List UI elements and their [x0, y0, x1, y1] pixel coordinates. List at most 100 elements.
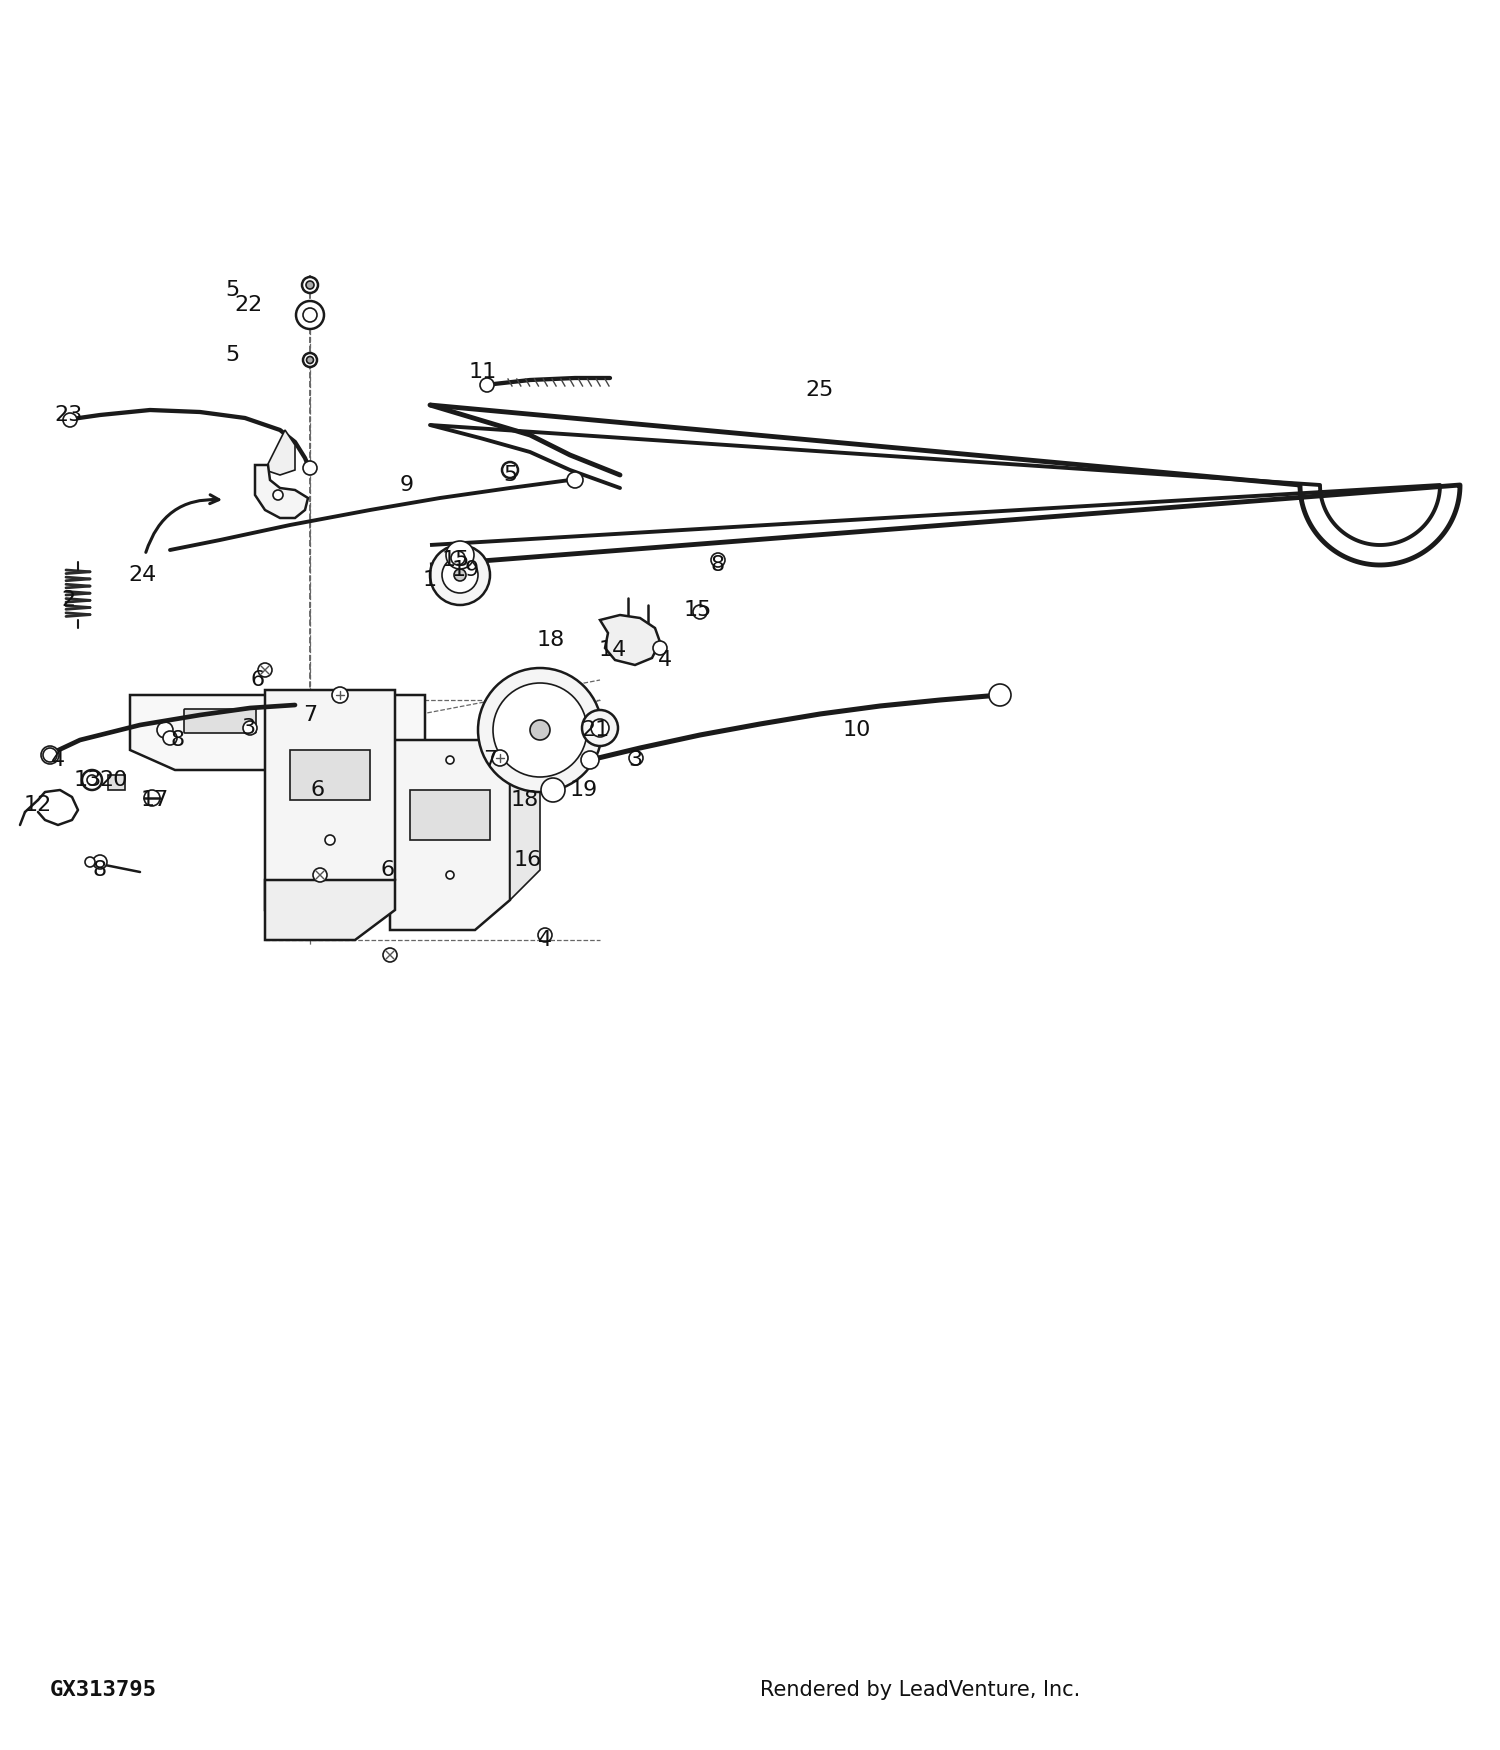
Circle shape: [628, 751, 644, 765]
Text: 4: 4: [538, 929, 552, 950]
Text: 6: 6: [381, 859, 394, 880]
Text: 2: 2: [62, 590, 75, 611]
Polygon shape: [255, 466, 308, 518]
Text: 7: 7: [483, 751, 496, 770]
Circle shape: [494, 682, 586, 777]
Circle shape: [303, 354, 316, 367]
Circle shape: [480, 378, 494, 392]
Text: 5: 5: [225, 280, 238, 299]
Text: 25: 25: [806, 380, 834, 401]
Circle shape: [430, 544, 490, 606]
Circle shape: [306, 282, 314, 289]
Text: 3: 3: [242, 718, 255, 738]
Text: 18: 18: [512, 789, 538, 810]
Circle shape: [988, 684, 1011, 705]
Polygon shape: [410, 789, 491, 840]
Polygon shape: [266, 430, 296, 474]
Text: 17: 17: [141, 789, 170, 810]
Text: 6: 6: [310, 780, 326, 800]
Circle shape: [86, 858, 94, 866]
Circle shape: [87, 775, 98, 786]
Circle shape: [164, 732, 177, 746]
Polygon shape: [390, 740, 510, 929]
Circle shape: [503, 462, 518, 478]
Text: 8: 8: [711, 555, 724, 576]
Text: 15: 15: [442, 550, 470, 570]
Circle shape: [693, 606, 706, 620]
Polygon shape: [290, 751, 370, 800]
Circle shape: [144, 789, 160, 807]
Text: 8: 8: [171, 730, 184, 751]
Circle shape: [452, 551, 465, 565]
Circle shape: [530, 719, 550, 740]
Text: 5: 5: [503, 466, 518, 485]
Circle shape: [446, 541, 474, 569]
Circle shape: [302, 276, 318, 292]
Polygon shape: [266, 880, 394, 940]
Circle shape: [303, 460, 316, 474]
Polygon shape: [130, 695, 424, 770]
Circle shape: [314, 868, 327, 882]
Circle shape: [382, 949, 398, 963]
Circle shape: [652, 640, 668, 654]
Text: 6: 6: [251, 670, 266, 690]
Circle shape: [332, 688, 348, 704]
Circle shape: [273, 490, 284, 500]
Circle shape: [158, 723, 172, 738]
Circle shape: [258, 663, 272, 677]
Text: 21: 21: [582, 719, 610, 740]
Circle shape: [478, 668, 602, 793]
Circle shape: [711, 553, 724, 567]
Text: 16: 16: [514, 850, 541, 870]
Text: 4: 4: [658, 649, 672, 670]
Circle shape: [446, 872, 454, 878]
Circle shape: [63, 413, 76, 427]
Circle shape: [582, 710, 618, 745]
Polygon shape: [600, 614, 660, 665]
Text: 9: 9: [400, 474, 414, 495]
Circle shape: [591, 719, 609, 737]
Text: 3: 3: [628, 751, 642, 770]
Text: 23: 23: [54, 404, 82, 425]
Text: GX313795: GX313795: [50, 1680, 158, 1699]
Circle shape: [492, 751, 508, 766]
Circle shape: [296, 301, 324, 329]
Circle shape: [542, 779, 566, 802]
Circle shape: [446, 756, 454, 765]
Text: 22: 22: [234, 296, 262, 315]
Circle shape: [567, 473, 584, 488]
Circle shape: [442, 556, 478, 593]
Text: Rendered by LeadVenture, Inc.: Rendered by LeadVenture, Inc.: [760, 1680, 1080, 1699]
FancyBboxPatch shape: [184, 709, 256, 733]
Text: 4: 4: [51, 751, 64, 770]
FancyArrowPatch shape: [146, 495, 219, 553]
Polygon shape: [266, 690, 394, 910]
Text: 1: 1: [423, 570, 436, 590]
Circle shape: [303, 308, 316, 322]
Text: 13: 13: [74, 770, 102, 789]
Text: 15: 15: [684, 600, 712, 619]
Circle shape: [243, 721, 256, 735]
Circle shape: [375, 724, 386, 735]
Circle shape: [538, 928, 552, 942]
Circle shape: [40, 746, 58, 765]
Text: 5: 5: [225, 345, 238, 366]
Polygon shape: [510, 710, 540, 900]
Text: 10: 10: [843, 719, 872, 740]
Text: 19: 19: [570, 780, 598, 800]
Circle shape: [454, 569, 466, 581]
Circle shape: [44, 747, 57, 761]
Text: 12: 12: [24, 794, 52, 816]
Text: 19: 19: [452, 560, 480, 579]
Text: 24: 24: [128, 565, 156, 584]
Text: 8: 8: [93, 859, 106, 880]
Text: 11: 11: [470, 362, 496, 382]
Text: 18: 18: [537, 630, 566, 649]
Circle shape: [93, 856, 106, 870]
Circle shape: [304, 724, 315, 735]
Polygon shape: [108, 775, 124, 789]
Text: 14: 14: [598, 640, 627, 660]
Circle shape: [326, 835, 334, 845]
Text: 7: 7: [303, 705, 316, 724]
Circle shape: [580, 751, 598, 768]
